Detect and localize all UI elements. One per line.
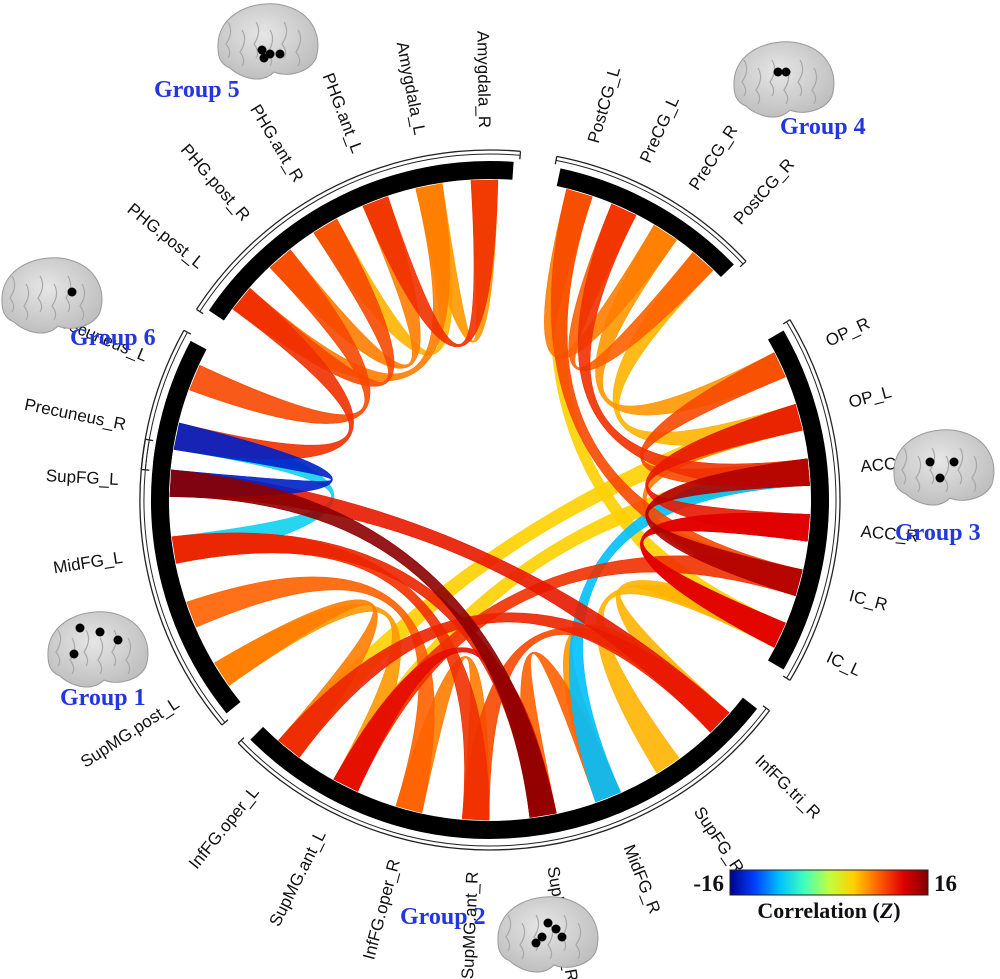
link-Amygdala_R-PHG.ant_L [362,179,499,347]
group-2-bracket-inner [240,707,767,847]
links-layer [169,179,811,821]
roi-label: SupMG.ant_L [266,827,330,929]
roi-marker [67,287,77,297]
roi-marker [69,649,79,659]
group-4-bracket-inner [555,159,744,265]
group-3-segment [768,330,829,670]
roi-marker [557,932,567,942]
group-1-label: Group 1 [60,685,146,711]
link-IC_R-ACC_L [645,458,811,597]
link-SupFG_L-SupMG.post_R [169,469,557,818]
roi-marker [935,473,945,483]
roi-marker [75,623,85,633]
group-2-bracket [237,705,771,851]
group-6-bracket-inner [144,332,188,470]
roi-label: PHG.post_R [177,140,254,224]
group-4-brain-icon [733,41,835,118]
roi-marker [257,45,267,55]
group-2-label: Group 2 [400,904,486,930]
colorbar-ramp [729,869,929,896]
group-6-segment [152,340,207,467]
brain-thumbnails [1,3,995,973]
roi-label: OP_R [823,314,873,351]
colorbar-min-label: -16 [693,871,724,896]
roi-marker [531,938,541,948]
roi-label: PreCG_L [636,93,683,165]
group-6-bracket [140,329,192,471]
roi-label: PHG.post_L [124,199,208,272]
roi-marker [551,924,561,934]
roi-label: SupMG.ant_R [458,871,482,979]
group-4-segment [556,168,734,278]
group-5-bracket-inner [199,153,521,312]
roi-marker [773,67,783,77]
roi-label: Amygdala_L [393,40,430,136]
roi-marker [95,627,105,637]
roi-marker [925,457,935,467]
group-4-label: Group 4 [780,114,866,140]
roi-label: Amygdala_R [473,31,494,129]
roi-label: ACC_R [860,522,919,546]
roi-label: InfFG.tri_R [751,751,824,822]
roi-marker [537,932,547,942]
roi-label: IC_L [824,648,865,680]
roi-marker [113,635,123,645]
roi-label: PostCG_R [730,155,798,228]
roi-label: MidFG_R [620,842,665,917]
roi-label: MidFG_L [52,548,124,578]
group-3-brain-icon [893,429,995,506]
roi-label: SupFG_R [690,803,748,876]
roi-label: PHG.ant_R [246,101,307,185]
group-2-segment [250,697,758,839]
link-InfFG.tri_L-InfFG.oper_R [186,576,435,814]
group-segments [151,161,829,839]
group-1-brain-icon [47,611,149,688]
group-6-label: Group 6 [70,325,156,351]
group-6-brain-icon [1,257,103,334]
roi-marker [259,53,269,63]
group-5-label: Group 5 [154,77,240,103]
group-5-brain-icon [217,3,319,80]
group-5-segment [208,161,514,321]
roi-label: InfFG.oper_R [359,857,404,961]
link-Precuneus_L-PHG.post_R [189,249,371,424]
group-1-bracket-inner [143,439,226,723]
roi-label: SupFG_L [45,466,119,489]
colorbar: -16 16 Correlation (Z) [693,869,957,923]
roi-label: IC_R [847,586,889,614]
roi-label: OP_L [847,382,894,412]
group-2-brain-icon [497,896,599,973]
roi-label: PHG.ant_L [319,70,367,155]
group-3-label: Group 3 [895,520,981,546]
colorbar-max-label: 16 [934,871,957,896]
group-3-bracket-inner [786,321,837,679]
roi-label: Precuneus_R [23,395,128,434]
group-1-segment [151,446,241,714]
roi-label: InfFG.oper_L [185,783,263,873]
roi-marker [781,67,791,77]
roi-marker [543,918,553,928]
roi-label: PreCG_R [685,121,741,193]
roi-marker [949,457,959,467]
roi-label: PostCG_L [584,65,624,146]
group-brackets [139,149,841,851]
roi-marker [275,49,285,59]
colorbar-title: Correlation (Z) [757,898,900,923]
